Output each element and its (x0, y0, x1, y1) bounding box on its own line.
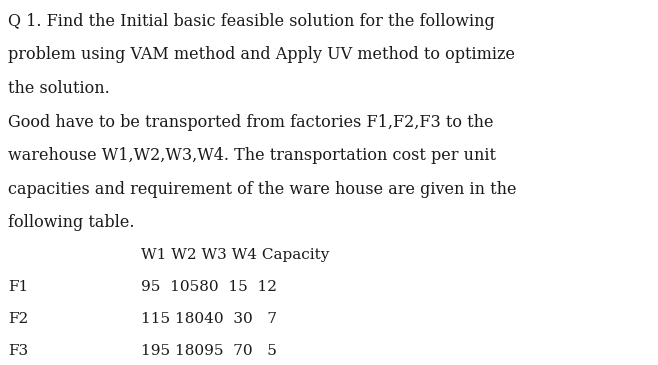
Text: following table.: following table. (8, 214, 134, 231)
Text: capacities and requirement of the ware house are given in the: capacities and requirement of the ware h… (8, 181, 517, 198)
Text: the solution.: the solution. (8, 80, 110, 97)
Text: problem using VAM method and Apply UV method to optimize: problem using VAM method and Apply UV me… (8, 46, 515, 64)
Text: 95  10580  15  12: 95 10580 15 12 (141, 280, 278, 294)
Text: F3: F3 (8, 344, 28, 358)
Text: F2: F2 (8, 312, 28, 326)
Text: 115 18040  30   7: 115 18040 30 7 (141, 312, 278, 326)
Text: W1 W2 W3 W4 Capacity: W1 W2 W3 W4 Capacity (141, 248, 330, 262)
Text: warehouse W1,W2,W3,W4. The transportation cost per unit: warehouse W1,W2,W3,W4. The transportatio… (8, 147, 496, 164)
Text: F1: F1 (8, 280, 28, 294)
Text: Q 1. Find the Initial basic feasible solution for the following: Q 1. Find the Initial basic feasible sol… (8, 13, 495, 30)
Text: 195 18095  70   5: 195 18095 70 5 (141, 344, 277, 358)
Text: Good have to be transported from factories F1,F2,F3 to the: Good have to be transported from factori… (8, 114, 494, 131)
